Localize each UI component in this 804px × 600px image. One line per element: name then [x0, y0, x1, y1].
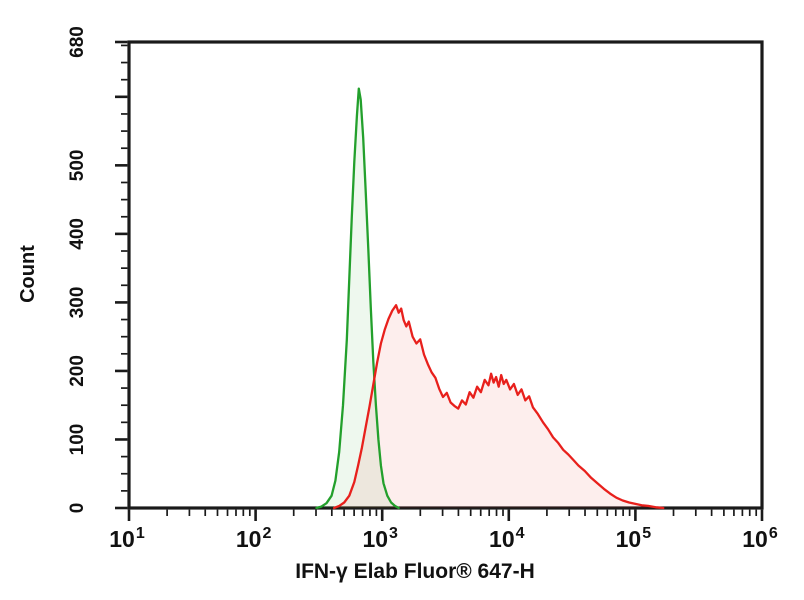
- y-tick-label: 500: [67, 150, 88, 182]
- y-tick-label: 300: [67, 287, 88, 319]
- stained-sample-curve: [332, 304, 665, 510]
- x-tick-label: 105: [616, 525, 652, 552]
- x-axis-tick-labels: 101 102 103 104 105 106: [109, 525, 778, 552]
- plot-border: [127, 40, 764, 510]
- y-tick-label: 680: [67, 26, 88, 58]
- y-axis-title: Count: [17, 245, 39, 303]
- y-tick-label: 400: [67, 218, 88, 250]
- y-tick-label: 0: [67, 503, 88, 514]
- y-tick-label: 200: [67, 355, 88, 387]
- stained-sample-fill: [334, 305, 664, 508]
- y-axis-tick-labels: 0 100 200 300 400 500 680: [67, 26, 88, 513]
- x-axis-title: IFN-γ Elab Fluor® 647-H: [295, 560, 535, 583]
- y-tick-label: 100: [67, 424, 88, 456]
- y-axis-ticks: [115, 40, 128, 510]
- x-tick-label: 101: [109, 525, 145, 552]
- negative-control-fill: [316, 88, 399, 508]
- x-tick-label: 106: [742, 525, 778, 552]
- x-tick-label: 102: [236, 525, 272, 552]
- x-tick-label: 103: [362, 525, 398, 552]
- x-tick-label: 104: [489, 525, 525, 552]
- negative-control-curve: [315, 87, 400, 510]
- x-axis-ticks: [127, 509, 764, 521]
